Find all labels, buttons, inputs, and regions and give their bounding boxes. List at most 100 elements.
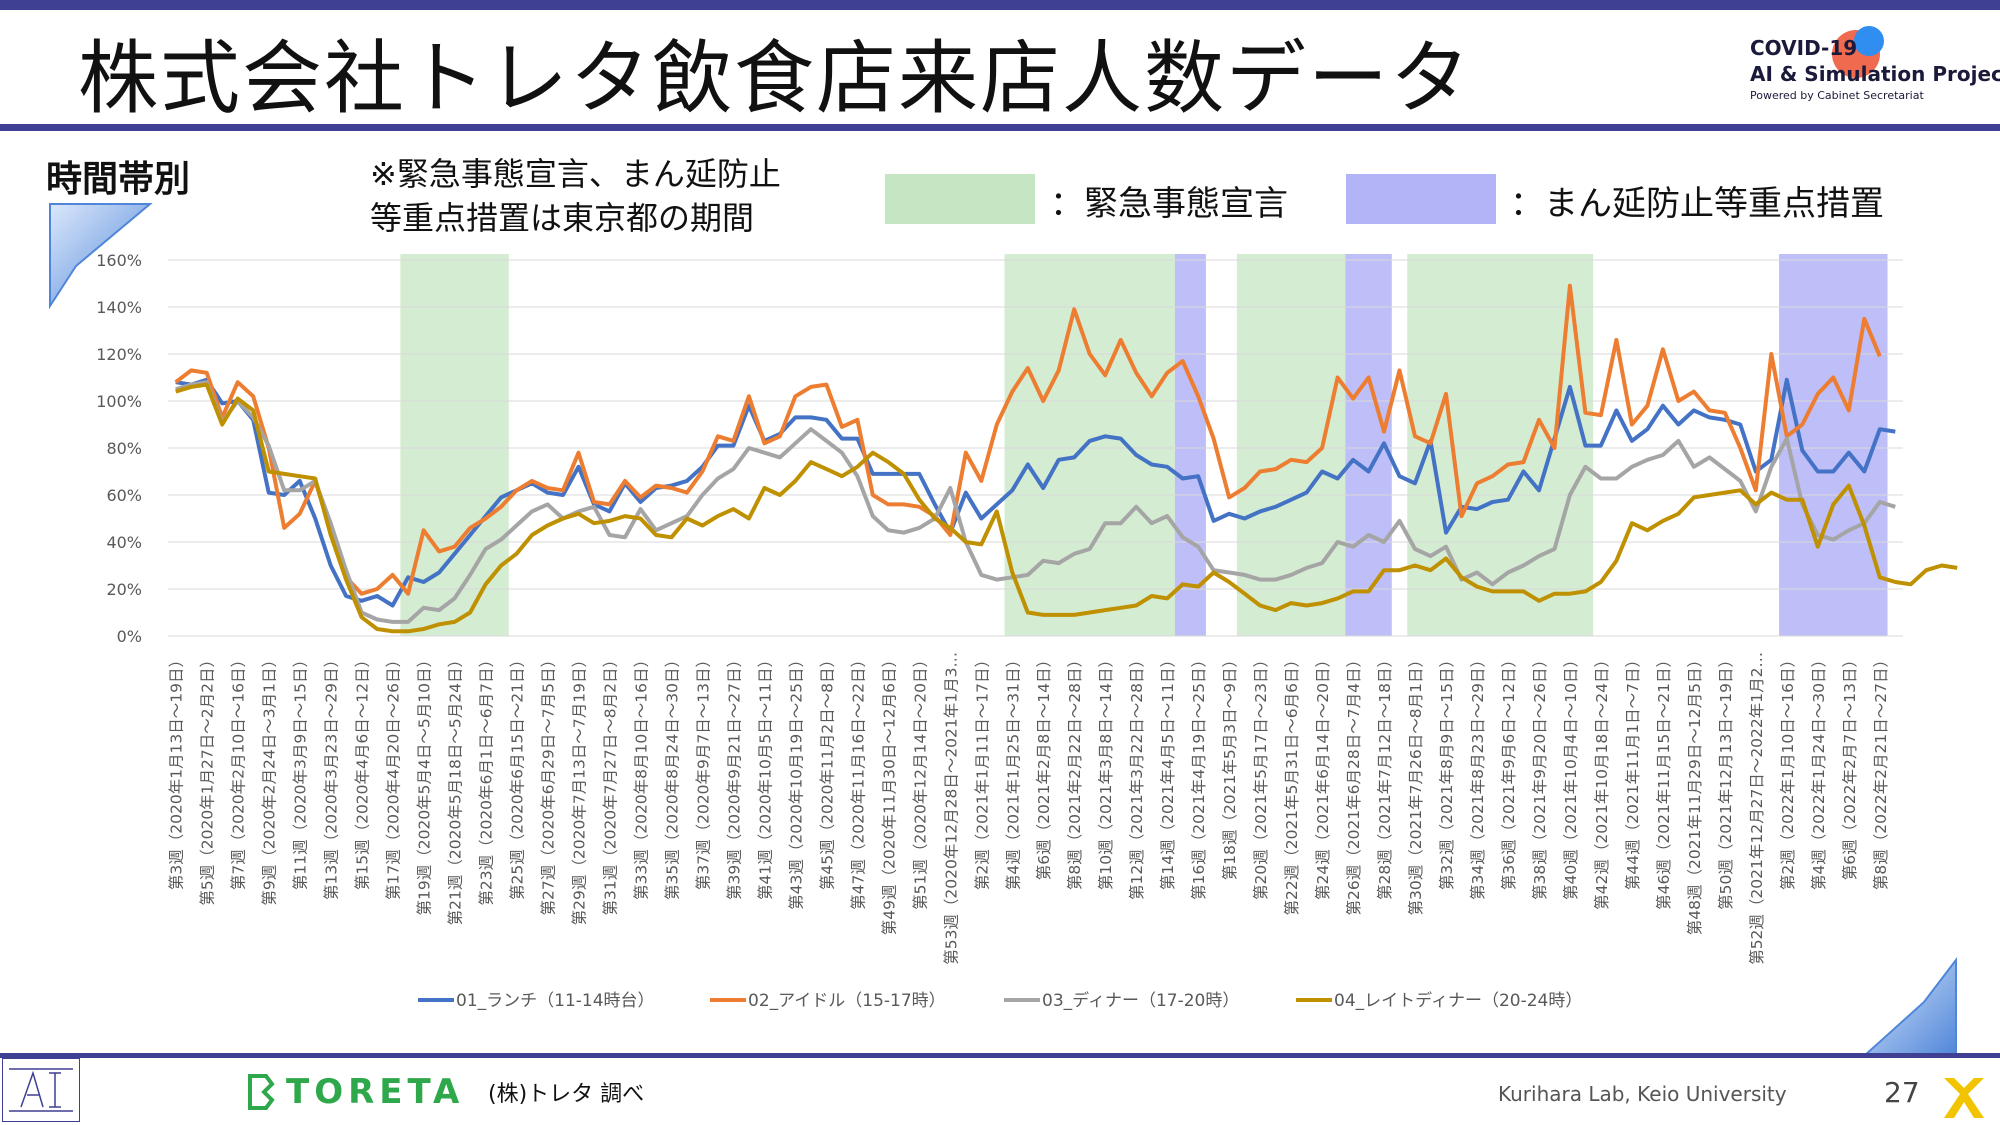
x-tick-label: 第15週（2020年4月6日～12日）	[354, 652, 372, 890]
x-tick-label: 第25週（2020年6月15日～21日）	[509, 652, 527, 900]
emergency-period-band	[1407, 254, 1594, 636]
page-number: 27	[1884, 1076, 1920, 1109]
period-note-line-1: ※緊急事態宣言、まん延防止	[370, 155, 781, 193]
logo-blue-dot	[1854, 26, 1884, 56]
legend-label: 04_レイトディナー（20-24時）	[1334, 990, 1582, 1011]
x-tick-label: 第26週（2021年6月28日～7月4日）	[1345, 652, 1363, 915]
x-tick-label: 第22週（2021年5月31日～6月6日）	[1283, 652, 1301, 915]
x-tick-label: 第38週（2021年9月20日～26日）	[1531, 652, 1549, 900]
x-tick-label: 第23週（2020年6月1日～6月7日）	[478, 652, 496, 906]
emergency-legend-swatch	[885, 174, 1035, 224]
x-tick-label: 第50週（2021年12月13日～19日）	[1717, 652, 1735, 910]
logo-line-3: Powered by Cabinet Secretariat	[1750, 89, 1924, 102]
x-tick-label: 第18週（2021年5月3日～9日）	[1221, 652, 1239, 880]
x-tick-label: 第5週（2020年1月27日～2月2日）	[199, 652, 217, 906]
period-note-line-2: 等重点措置は東京都の期間	[370, 199, 755, 237]
page-title: 株式会社トレタ飲食店来店人数データ	[78, 32, 1472, 125]
toreta-brand: TORETA	[286, 1072, 465, 1112]
x-tick-label: 第2週（2021年1月11日～17日）	[973, 652, 991, 890]
x-mark-icon	[1944, 1078, 1984, 1118]
legend-label: 03_ディナー（17-20時）	[1042, 990, 1239, 1011]
x-tick-label: 第20週（2021年5月17日～23日）	[1252, 652, 1270, 900]
x-tick-label: 第8週（2021年2月22日～28日）	[1066, 652, 1084, 890]
x-tick-label: 第36週（2021年9月6日～12日）	[1500, 652, 1518, 890]
x-tick-label: 第34週（2021年8月23日～29日）	[1469, 652, 1487, 900]
x-tick-label: 第14週（2021年4月5日～11日）	[1159, 652, 1177, 890]
series-line	[175, 380, 1896, 624]
emergency-period-band	[1236, 254, 1346, 636]
x-tick-label: 第3週（2020年1月13日～19日）	[168, 652, 186, 890]
x-tick-label: 第51週（2020年12月14日～20日）	[911, 652, 929, 910]
x-tick-label: 第4週（2021年1月25日～31日）	[1004, 652, 1022, 890]
x-tick-label: 第4週（2022年1月24日～30日）	[1810, 652, 1828, 890]
x-tick-label: 第42週（2021年10月18日～24日）	[1593, 652, 1611, 910]
section-label: 時間帯別	[46, 159, 191, 200]
x-tick-label: 第12週（2021年3月22日～28日）	[1128, 652, 1146, 900]
footer-divider	[0, 1053, 2000, 1058]
x-tick-label: 第10週（2021年3月8日～14日）	[1097, 652, 1115, 890]
priority-period-band	[1174, 254, 1206, 636]
x-tick-label: 第27週（2020年6月29日～7月5日）	[540, 652, 558, 915]
y-tick-label: 0%	[117, 627, 142, 646]
legend-label: 01_ランチ（11-14時台）	[456, 991, 655, 1011]
x-tick-label: 第35週（2020年8月24日～30日）	[663, 652, 681, 900]
x-tick-label: 第11週（2020年3月9日～15日）	[292, 652, 310, 890]
y-tick-label: 120%	[96, 345, 142, 364]
x-tick-label: 第45週（2020年11月2日～8日）	[818, 652, 836, 890]
x-tick-label: 第24週（2021年6月14日～20日）	[1314, 652, 1332, 900]
corner-arrow-icon	[49, 203, 153, 310]
x-tick-label: 第48週（2021年11月29日～12月5日）	[1686, 652, 1704, 935]
header-divider	[0, 124, 2000, 131]
line-chart: 0% 20% 40% 60% 80% 100% 120% 140% 160% 第3週（2020年1…	[96, 251, 1958, 1011]
x-tick-label: 第44週（2021年11月1日～7日）	[1624, 652, 1642, 890]
y-tick-label: 160%	[96, 251, 142, 270]
x-tick-label: 第41週（2020年10月5日～11日）	[756, 652, 774, 900]
legend-label: 02_アイドル（15-17時）	[748, 991, 946, 1011]
x-tick-label: 第43週（2020年10月19日～25日）	[787, 652, 805, 910]
y-tick-label: 100%	[96, 392, 142, 411]
x-tick-label: 第31週（2020年7月27日～8月2日）	[601, 652, 619, 915]
corner-arrow-bottom-icon	[1861, 957, 1957, 1057]
x-tick-label: 第49週（2020年11月30日～12月6日）	[880, 652, 898, 935]
x-tick-label: 第7週（2020年2月10日～16日）	[230, 652, 248, 890]
series-line	[175, 377, 1896, 608]
emergency-legend-label: ：緊急事態宣言	[1050, 184, 1288, 224]
source-note: (株)トレタ 調べ	[488, 1082, 645, 1107]
emergency-period-band	[1004, 254, 1175, 636]
toreta-logo-icon	[248, 1074, 275, 1110]
x-tick-label: 第16週（2021年4月19日～25日）	[1190, 652, 1208, 900]
x-tick-label: 第28週（2021年7月12日～18日）	[1376, 652, 1394, 900]
x-tick-label: 第37週（2020年9月7日～13日）	[694, 652, 712, 890]
x-tick-label: 第32週（2021年8月9日～15日）	[1438, 652, 1456, 890]
x-tick-label: 第13週（2020年3月23日～29日）	[323, 652, 341, 900]
logo-line-2: AI & Simulation Project	[1750, 62, 2000, 86]
logo-line-1: COVID-19	[1750, 36, 1858, 60]
x-tick-label: 第9週（2020年2月24日～3月1日）	[261, 652, 279, 906]
priority-legend-swatch	[1346, 174, 1496, 224]
y-tick-label: 60%	[106, 486, 142, 505]
y-tick-label: 40%	[106, 533, 142, 552]
x-tick-label: 第29週（2020年7月13日～7月19日）	[571, 652, 589, 925]
x-tick-label: 第53週（2020年12月28日～2021年1月3…	[942, 652, 960, 965]
emergency-period-band	[400, 254, 509, 636]
lab-credit: Kurihara Lab, Keio University	[1498, 1082, 1787, 1106]
lab-logo-icon	[2, 1058, 80, 1122]
x-tick-label: 第52週（2021年12月27日～2022年1月2…	[1748, 652, 1766, 965]
x-tick-label: 第17週（2020年4月20日～26日）	[385, 652, 403, 900]
priority-period-band	[1779, 254, 1888, 636]
top-accent-bar	[0, 0, 2000, 10]
covid-project-logo: COVID-19 AI & Simulation Project Powered…	[1740, 24, 2000, 114]
series-line	[175, 382, 1958, 634]
series-line	[174, 283, 1882, 596]
x-tick-label: 第6週（2021年2月8日～14日）	[1035, 652, 1053, 880]
x-tick-label: 第21週（2020年5月18日～5月24日）	[447, 652, 465, 925]
y-tick-label: 20%	[106, 580, 142, 599]
y-tick-label: 140%	[96, 298, 142, 317]
x-tick-label: 第47週（2020年11月16日～22日）	[849, 652, 867, 910]
x-tick-label: 第39週（2020年9月21日～27日）	[725, 652, 743, 900]
x-tick-label: 第19週（2020年5月4日～5月10日）	[416, 652, 434, 915]
period-note: ※緊急事態宣言、まん延防止 等重点措置は東京都の期間	[370, 152, 781, 240]
y-tick-label: 80%	[106, 439, 142, 458]
x-tick-label: 第6週（2022年2月7日～13日）	[1841, 652, 1859, 880]
x-tick-label: 第2週（2022年1月10日～16日）	[1779, 652, 1797, 890]
